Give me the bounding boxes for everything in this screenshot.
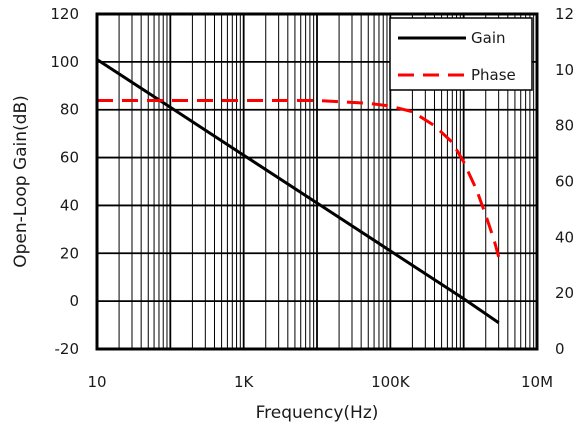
y-tick-label: -20	[55, 340, 80, 358]
legend: Gain Phase	[389, 17, 533, 91]
y2-tick-label: 12	[555, 5, 574, 23]
tick-labels: -20 0 20 40 60 80 100 120 0 20 40 60 80 10 12 10 1K 100K 1…	[50, 5, 574, 391]
y2-tick-label: 40	[555, 228, 574, 246]
y-axis-title: Open-Loop Gain(dB)	[11, 95, 31, 268]
legend-label-phase: Phase	[471, 66, 516, 84]
y-tick-label: 100	[50, 53, 79, 71]
y-tick-label: 0	[69, 292, 79, 310]
y2-tick-label: 0	[555, 340, 565, 358]
y2-tick-label: 60	[555, 173, 574, 191]
series-line-gain	[96, 58, 500, 324]
y-tick-label: 20	[60, 244, 79, 262]
y2-tick-label: 10	[555, 61, 574, 79]
y-tick-label: 60	[60, 149, 79, 167]
legend-label-gain: Gain	[471, 29, 506, 47]
x-tick-label: 100K	[371, 373, 411, 391]
plot-frame	[95, 12, 539, 351]
x-tick-label: 10	[87, 373, 106, 391]
data-series	[96, 58, 501, 324]
series-line-phase	[97, 99, 501, 258]
x-tick-label: 10M	[521, 373, 553, 391]
y-tick-label: 120	[50, 5, 79, 23]
y2-tick-label: 20	[555, 284, 574, 302]
y2-tick-label: 80	[555, 117, 574, 135]
y-tick-label: 40	[60, 196, 79, 214]
legend-box	[389, 17, 533, 91]
grid-lines	[96, 13, 537, 350]
x-axis-title: Frequency(Hz)	[256, 403, 379, 423]
x-tick-label: 1K	[234, 373, 255, 391]
y-tick-label: 80	[60, 101, 79, 119]
